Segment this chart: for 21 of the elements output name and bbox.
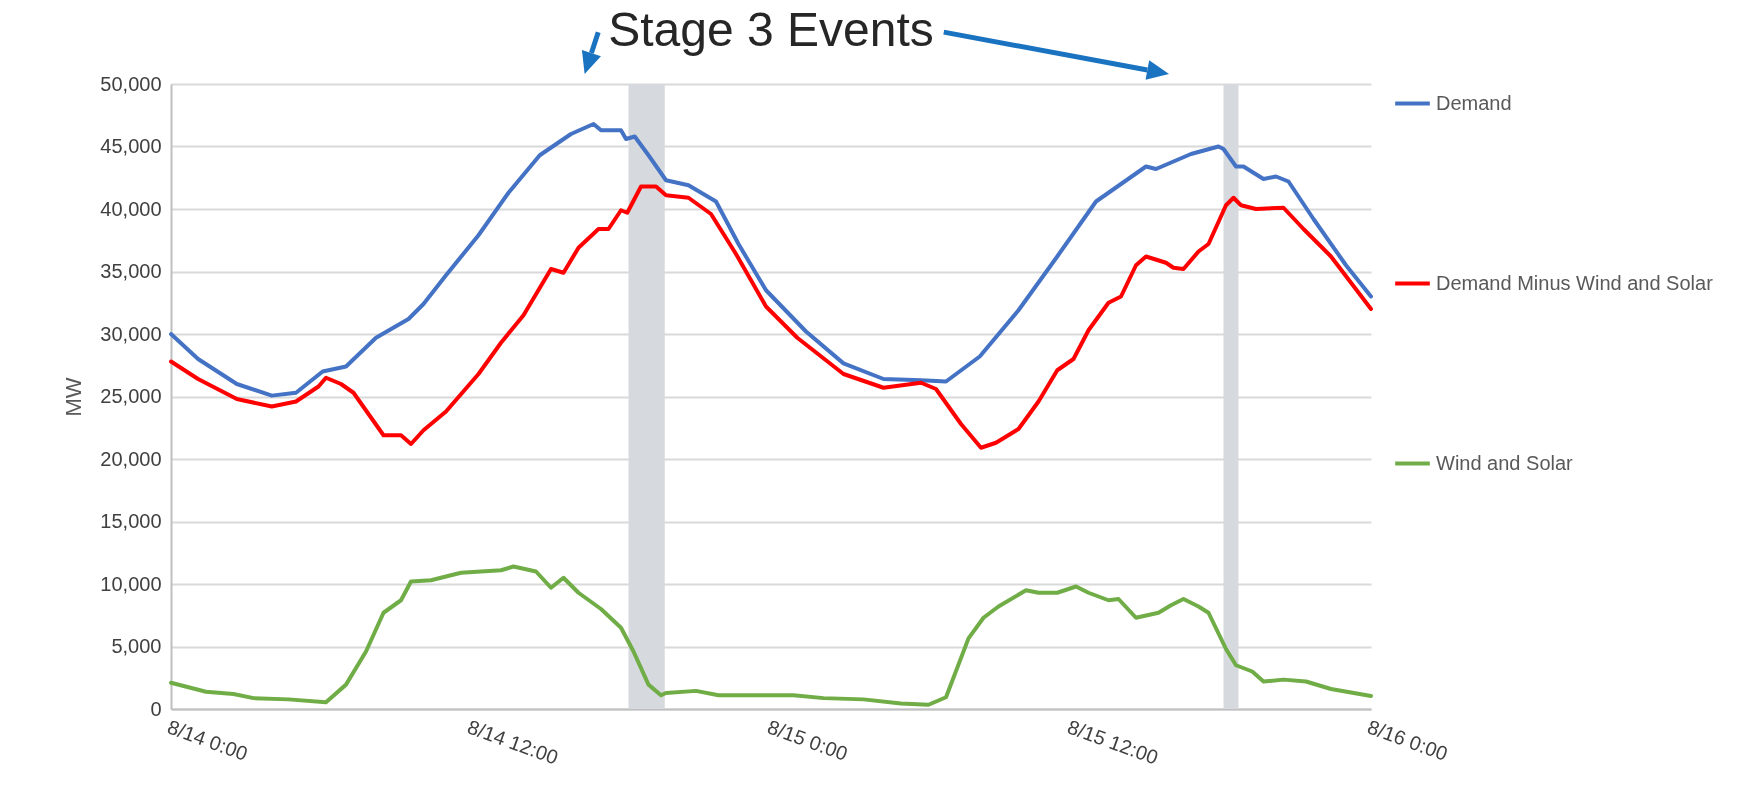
y-tick-label: 35,000 [100, 260, 162, 282]
y-tick-label: 20,000 [100, 447, 162, 470]
x-tick-label: 8/16 0:00 [1364, 715, 1451, 765]
y-tick-label: 25,000 [100, 385, 162, 407]
y-tick-label: 50,000 [100, 72, 162, 95]
y-tick-label: 10,000 [100, 572, 162, 595]
y-tick-label: 40,000 [100, 197, 162, 220]
x-tick-label: 8/14 12:00 [464, 715, 562, 769]
y-tick-label: 0 [150, 697, 162, 720]
x-tick-label: 8/15 12:00 [1064, 715, 1162, 769]
y-tick-label: 30,000 [100, 322, 162, 345]
y-tick-label: 45,000 [100, 135, 162, 157]
legend-label: Demand [1436, 91, 1512, 114]
x-tick-label: 8/14 0:00 [164, 715, 251, 765]
legend-label: Wind and Solar [1436, 451, 1574, 474]
y-tick-label: 15,000 [100, 510, 162, 532]
y-tick-label: 5,000 [111, 635, 162, 657]
x-tick-label: 8/15 0:00 [764, 715, 851, 765]
y-axis-title: MW [61, 377, 87, 417]
legend-label: Demand Minus Wind and Solar [1436, 271, 1714, 294]
text: Stage 3 Events [608, 3, 934, 56]
